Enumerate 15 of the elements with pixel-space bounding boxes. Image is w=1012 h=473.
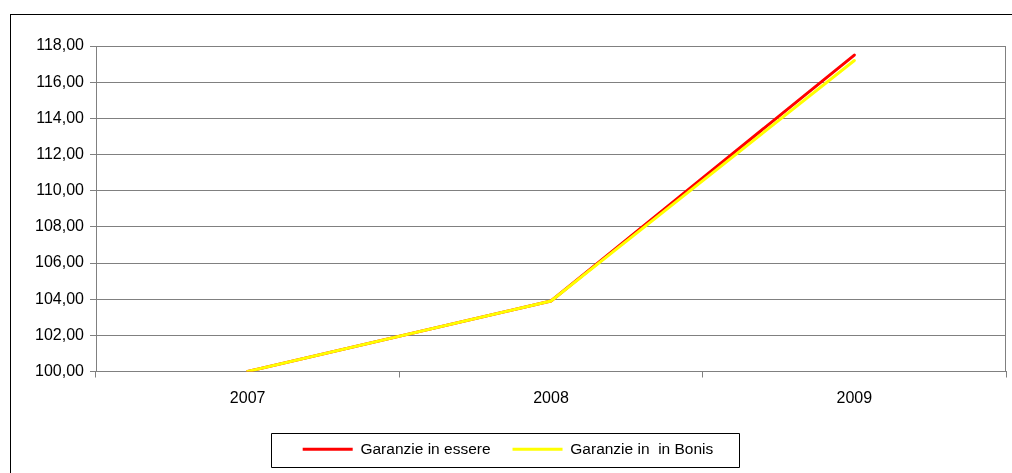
y-tick-label: 118,00	[36, 36, 85, 54]
legend-label: Garanzie in in Bonis	[570, 439, 714, 457]
y-tick-label: 114,00	[36, 108, 85, 126]
y-tick-label: 116,00	[36, 72, 85, 90]
x-tick-label: 2007	[229, 388, 266, 406]
y-tick-label: 100,00	[35, 361, 85, 379]
x-tick-label: 2009	[836, 388, 873, 406]
y-tick-label: 110,00	[36, 181, 85, 199]
y-tick-label: 112,00	[36, 144, 85, 162]
x-tick-label: 2008	[533, 388, 569, 406]
y-tick-label: 106,00	[35, 253, 85, 271]
y-tick-label: 104,00	[35, 289, 85, 307]
y-tick-label: 102,00	[35, 325, 85, 343]
y-tick-label: 108,00	[35, 217, 85, 235]
legend-label: Garanzie in essere	[360, 439, 491, 457]
